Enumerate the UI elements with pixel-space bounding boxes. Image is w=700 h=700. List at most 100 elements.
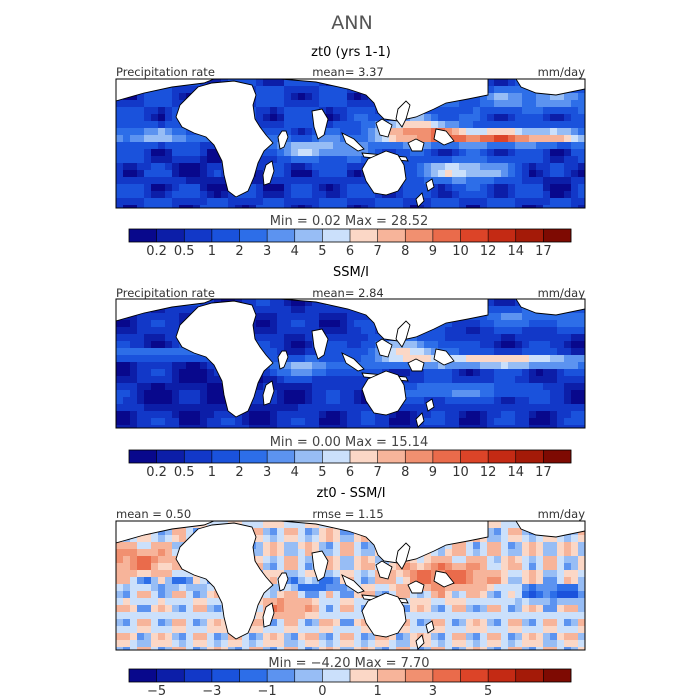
colorbar-swatch (405, 229, 434, 242)
panel-1: zt0 (yrs 1-1) Precipitation rate mean= 3.3… (115, 45, 586, 259)
header-right: mm/day (538, 286, 586, 300)
colorbar-tick-label: −5 (147, 684, 166, 699)
colorbar-swatch (211, 229, 240, 242)
panel-title: zt0 - SSM/I (316, 486, 385, 501)
colorbar-tick-label: 2 (235, 465, 243, 480)
map-frame (115, 78, 586, 209)
colorbar-tick-label: 3 (429, 684, 437, 699)
colorbar-swatch (405, 669, 434, 682)
colorbar-tick-label: 9 (429, 244, 437, 259)
colorbar-tick-label: 8 (401, 465, 409, 480)
colorbar-tick-label: 12 (480, 465, 497, 480)
colorbar-tick-label: 5 (484, 684, 492, 699)
colorbar-tick-label: 6 (346, 244, 354, 259)
panel-title: zt0 (yrs 1-1) (311, 45, 391, 60)
colorbar: −5 −3 −1 0 1 3 5 (128, 668, 572, 699)
min-max-stats: Min = 0.02 Max = 28.52 (270, 214, 429, 229)
header-right: mm/day (538, 507, 586, 521)
colorbar-tick-label: 14 (507, 465, 524, 480)
colorbar-swatch (322, 669, 351, 682)
colorbar-swatch (432, 229, 461, 242)
colorbar-tick-label: 0.2 (146, 465, 167, 480)
colorbar-tick-label: 14 (507, 244, 524, 259)
colorbar-tick-label: 6 (346, 465, 354, 480)
colorbar-swatch (239, 669, 268, 682)
colorbar-swatch (488, 450, 517, 463)
colorbar-swatch (405, 450, 434, 463)
colorbar-swatch (322, 229, 351, 242)
colorbar-swatch (488, 669, 517, 682)
colorbar-tick-label: 10 (452, 244, 469, 259)
colorbar-tick-label: 0.5 (174, 465, 195, 480)
colorbar-swatch (377, 229, 406, 242)
colorbar-swatch (156, 229, 185, 242)
panel-3: zt0 - SSM/I mean = 0.50 rmse = 1.15 mm/day M… (115, 486, 586, 699)
colorbar-swatch (239, 450, 268, 463)
colorbar-tick-label: 1 (373, 684, 381, 699)
header-left: Precipitation rate (116, 286, 215, 300)
colorbar-tick-label: 7 (373, 244, 381, 259)
colorbar-swatch (322, 450, 351, 463)
map-frame (115, 520, 586, 651)
colorbar-swatch (515, 229, 544, 242)
map-field (116, 79, 585, 208)
colorbar-swatch (432, 450, 461, 463)
colorbar-swatch (515, 450, 544, 463)
colorbar-tick-label: 17 (535, 244, 552, 259)
colorbar-tick-label: −3 (202, 684, 221, 699)
colorbar-swatch (350, 229, 378, 242)
panel-title: SSM/I (333, 265, 369, 280)
colorbar-tick-label: 7 (373, 465, 381, 480)
header-left: mean = 0.50 (116, 507, 191, 521)
colorbar-tick-label: 17 (535, 465, 552, 480)
colorbar-swatch (267, 229, 296, 242)
colorbar-swatch (515, 669, 544, 682)
colorbar-tick-label: 0 (318, 684, 326, 699)
colorbar-tick-label: 9 (429, 465, 437, 480)
colorbar-swatch (156, 669, 185, 682)
colorbar-swatch (294, 229, 323, 242)
header-mid: mean= 3.37 (312, 65, 384, 79)
panels: zt0 (yrs 1-1) Precipitation rate mean= 3.3… (115, 45, 586, 699)
figure-title: ANN (331, 12, 372, 34)
colorbar-tick-label: 3 (263, 465, 271, 480)
colorbar-tick-label: 12 (480, 244, 497, 259)
colorbar-tick-label: −1 (258, 684, 277, 699)
min-max-stats: Min = 0.00 Max = 15.14 (270, 435, 429, 450)
map-frame (115, 298, 586, 429)
colorbar-tick-label: 5 (318, 465, 326, 480)
colorbar-swatch (488, 229, 517, 242)
colorbar-swatch (350, 669, 378, 682)
colorbar-swatch (184, 450, 213, 463)
colorbar-tick-label: 0.2 (146, 244, 167, 259)
colorbar-swatch (543, 229, 572, 242)
colorbar-swatch (129, 450, 157, 463)
colorbar-swatch (294, 669, 323, 682)
colorbar-swatch (350, 450, 378, 463)
colorbar-tick-label: 2 (235, 244, 243, 259)
panel-2: SSM/I Precipitation rate mean= 2.84 mm/day M… (115, 265, 586, 480)
colorbar-swatch (543, 450, 572, 463)
colorbar-tick-label: 10 (452, 465, 469, 480)
colorbar: 0.2 0.5 1 2 3 4 5 6 7 8 9 10 12 14 17 (128, 449, 572, 480)
colorbar-swatch (211, 669, 240, 682)
colorbar-swatch (543, 669, 572, 682)
colorbar-tick-label: 8 (401, 244, 409, 259)
colorbar-swatch (460, 450, 489, 463)
colorbar-swatch (460, 229, 489, 242)
map-field (116, 299, 585, 428)
min-max-stats: Min = −4.20 Max = 7.70 (268, 656, 429, 671)
colorbar-tick-label: 5 (318, 244, 326, 259)
colorbar-swatch (267, 450, 296, 463)
header-right: mm/day (538, 65, 586, 79)
header-mid: rmse = 1.15 (312, 507, 383, 521)
colorbar-tick-label: 4 (291, 465, 299, 480)
colorbar-tick-label: 0.5 (174, 244, 195, 259)
colorbar-tick-label: 1 (208, 244, 216, 259)
colorbar-swatch (377, 450, 406, 463)
colorbar-swatch (432, 669, 461, 682)
colorbar-swatch (239, 229, 268, 242)
colorbar-tick-label: 4 (291, 244, 299, 259)
colorbar-swatch (129, 669, 157, 682)
